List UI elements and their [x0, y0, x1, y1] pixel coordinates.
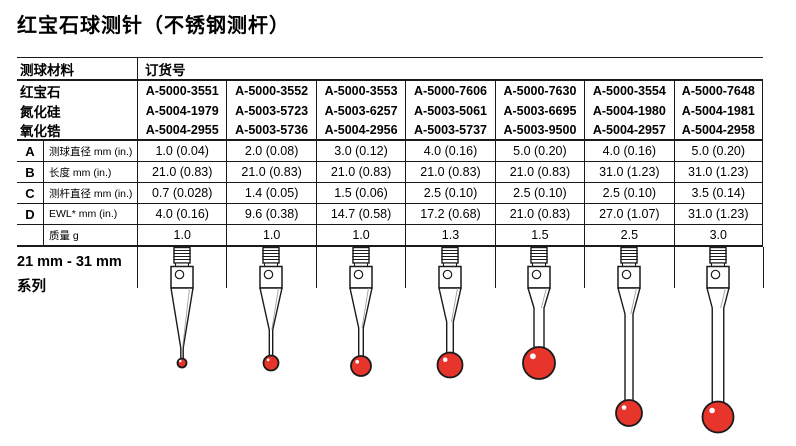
order-number-cell: A-5003-5061	[405, 101, 494, 121]
column-divider	[137, 247, 138, 288]
stylus-illustration-1	[160, 246, 204, 391]
value-cell: 5.0 (0.20)	[673, 141, 763, 162]
value-cell: 1.3	[405, 225, 495, 247]
value-cell: 21.0 (0.83)	[226, 162, 316, 183]
series-range-line2: 系列	[17, 278, 46, 295]
order-number-cell: A-5000-3553	[315, 81, 405, 101]
order-number-cell: A-5004-2958	[673, 121, 763, 141]
value-cell: 2.5	[584, 225, 674, 247]
value-cell: 31.0 (1.23)	[584, 162, 674, 183]
product-table: 测球材料 订货号 红宝石 A-5000-3551 A-5000-3552 A-5…	[17, 57, 763, 247]
value-cell: 2.5 (0.10)	[494, 183, 585, 204]
column-divider	[674, 247, 675, 288]
order-number-cell: A-5004-2957	[584, 121, 674, 141]
dim-label-length: 长度 mm (in.)	[44, 162, 137, 183]
value-cell: 21.0 (0.83)	[494, 162, 585, 183]
order-number-cell: A-5000-3554	[584, 81, 673, 101]
value-cell: 21.0 (0.83)	[137, 162, 227, 183]
order-number-cell: A-5000-3551	[137, 81, 226, 101]
column-divider	[763, 247, 764, 288]
value-cell: 31.0 (1.23)	[673, 162, 763, 183]
value-cell: 21.0 (0.83)	[494, 204, 585, 225]
order-number-cell: A-5003-9500	[494, 121, 585, 141]
value-cell: 14.7 (0.58)	[315, 204, 406, 225]
value-cell: 1.0	[137, 225, 227, 247]
order-number-cell: A-5003-5737	[405, 121, 495, 141]
value-cell: 3.0	[673, 225, 763, 247]
value-cell: 31.0 (1.23)	[673, 204, 763, 225]
value-cell: 1.0	[226, 225, 316, 247]
column-divider	[495, 247, 496, 288]
value-cell: 2.5 (0.10)	[405, 183, 495, 204]
page-title: 红宝石球测针（不锈钢测杆）	[17, 15, 290, 37]
order-number-cell: A-5004-2955	[137, 121, 227, 141]
stylus-illustration-7	[696, 246, 740, 446]
order-number-cell: A-5000-3552	[226, 81, 315, 101]
stylus-illustration-6	[607, 246, 651, 446]
value-cell: 1.0	[315, 225, 406, 247]
stylus-illustration-5	[517, 246, 561, 391]
order-number-cell: A-5003-5723	[226, 101, 315, 121]
value-cell: 1.5	[494, 225, 585, 247]
dim-label-stem-diameter: 测杆直径 mm (in.)	[44, 183, 137, 204]
value-cell: 1.4 (0.05)	[226, 183, 316, 204]
order-number-cell: A-5003-6695	[494, 101, 584, 121]
value-cell: 0.7 (0.028)	[137, 183, 227, 204]
stylus-illustration-3	[339, 246, 383, 391]
value-cell: 3.5 (0.14)	[673, 183, 763, 204]
column-divider	[226, 247, 227, 288]
order-number-cell: A-5000-7648	[673, 81, 763, 101]
header-ball-material: 测球材料	[17, 57, 137, 81]
value-cell: 1.5 (0.06)	[315, 183, 406, 204]
value-cell: 2.5 (0.10)	[584, 183, 674, 204]
dim-letter-a: A	[17, 141, 44, 162]
value-cell: 27.0 (1.07)	[584, 204, 674, 225]
material-name-silicon-nitride: 氮化硅	[20, 105, 61, 120]
value-cell: 17.2 (0.68)	[405, 204, 495, 225]
order-number-cell: A-5003-5736	[226, 121, 316, 141]
column-divider	[316, 247, 317, 288]
dim-letter-b: B	[17, 162, 44, 183]
value-cell: 21.0 (0.83)	[405, 162, 495, 183]
dim-label-ewl: EWL* mm (in.)	[44, 204, 137, 225]
dim-label-ball-diameter: 测球直径 mm (in.)	[44, 141, 137, 162]
order-number-cell: A-5004-1979	[137, 101, 226, 121]
material-name-zirconia: 氧化锆	[17, 121, 137, 141]
order-number-cell: A-5004-2956	[315, 121, 406, 141]
value-cell: 5.0 (0.20)	[494, 141, 585, 162]
order-number-cell: A-5004-1980	[584, 101, 673, 121]
value-cell: 21.0 (0.83)	[315, 162, 406, 183]
order-number-cell: A-5003-6257	[315, 101, 405, 121]
dim-letter-c: C	[17, 183, 44, 204]
value-cell: 1.0 (0.04)	[137, 141, 227, 162]
value-cell: 2.0 (0.08)	[226, 141, 316, 162]
order-number-cell: A-5000-7630	[494, 81, 584, 101]
dim-letter-d: D	[17, 204, 44, 225]
column-divider	[584, 247, 585, 288]
dim-letter-mass	[17, 225, 44, 247]
stylus-illustration-4	[428, 246, 472, 391]
header-order-number: 订货号	[137, 57, 763, 81]
column-divider	[405, 247, 406, 288]
order-number-cell: A-5000-7606	[405, 81, 494, 101]
series-range-label: 21 mm - 31 mm 系列	[17, 250, 122, 299]
value-cell: 4.0 (0.16)	[137, 204, 227, 225]
value-cell: 3.0 (0.12)	[315, 141, 406, 162]
stylus-illustration-2	[249, 246, 293, 391]
value-cell: 4.0 (0.16)	[584, 141, 674, 162]
order-number-cell: A-5004-1981	[673, 101, 763, 121]
value-cell: 9.6 (0.38)	[226, 204, 316, 225]
dim-label-mass: 质量 g	[44, 225, 137, 247]
series-range-line1: 21 mm - 31 mm	[17, 254, 122, 270]
value-cell: 4.0 (0.16)	[405, 141, 495, 162]
material-name-ruby: 红宝石	[20, 85, 61, 100]
